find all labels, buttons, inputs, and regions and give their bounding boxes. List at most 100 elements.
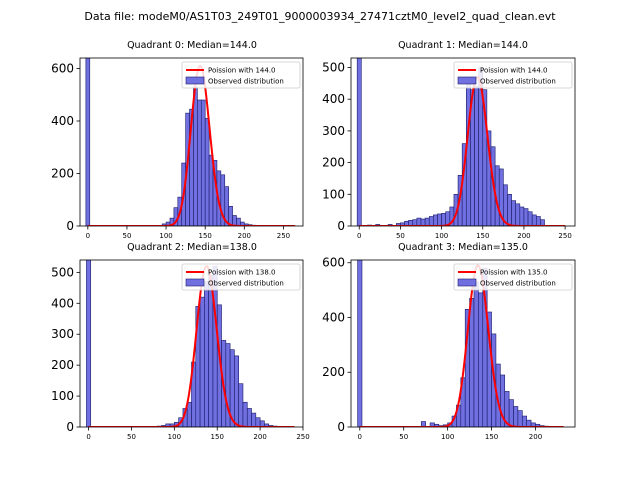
quadrant-2-title: Quadrant 2: Median=138.0: [127, 242, 257, 253]
quadrant-1-bar: [428, 216, 434, 226]
quadrant-2-bar: [234, 355, 239, 427]
quadrant-3-bar: [517, 410, 523, 427]
quadrant-0-ytick-label: 200: [51, 167, 74, 181]
quadrant-3-bar: [478, 292, 484, 427]
quadrant-1-bar: [416, 217, 422, 226]
quadrant-1-bar: [420, 218, 426, 226]
quadrant-3-ytick-label: 0: [337, 420, 345, 434]
quadrant-1-legend: [453, 61, 573, 89]
quadrant-3-ytick-label: 600: [322, 256, 345, 270]
quadrant-3-xtick-label: 50: [399, 433, 408, 441]
quadrant-2-ytick-label: 300: [51, 327, 74, 341]
quadrant-0-xtick-label: 250: [277, 232, 290, 240]
quadrant-1-poisson-line: [359, 76, 566, 226]
quadrant-2-poisson-line: [88, 265, 295, 427]
quadrant-1-ytick-label: 100: [322, 187, 345, 201]
quadrant-1-xtick-label: 100: [435, 232, 448, 240]
quadrant-2-legend-observed: Observed distribution: [208, 280, 284, 288]
quadrant-3-bar: [469, 298, 475, 427]
figure-suptitle: Data file: modeM0/AS1T03_249T01_90000039…: [84, 10, 556, 23]
quadrant-0-bar: [204, 118, 210, 226]
quadrant-2-ytick-label: 0: [66, 420, 74, 434]
quadrant-3-bar: [473, 281, 479, 427]
quadrant-0-poisson-line: [87, 64, 296, 226]
quadrant-3-xtick-label: 150: [485, 433, 498, 441]
quadrant-0-plot: Quadrant 0: Median=144.0 0 200 400 600 0 50 10…: [51, 40, 304, 240]
quadrant-1-xtick-label: 0: [357, 232, 361, 240]
quadrant-2-bar: [255, 417, 261, 427]
quadrant-0-xtick-label: 50: [122, 232, 131, 240]
quadrant-1-ytick-label: 200: [322, 156, 345, 170]
quadrant-2-legend-bar-swatch: [185, 278, 205, 287]
quadrant-0-xtick-label: 150: [199, 232, 212, 240]
quadrant-3-bar: [420, 421, 426, 427]
quadrant-1-bar: [474, 86, 479, 226]
quadrant-2-axes-frame: [79, 259, 304, 428]
quadrant-1-xtick-label: 150: [476, 232, 489, 240]
quadrant-2-ytick-label: 400: [51, 296, 74, 310]
quadrant-0-legend: [181, 61, 301, 89]
quadrant-1-bar: [507, 194, 512, 226]
quadrant-1-bar: [527, 211, 533, 226]
quadrant-1-bar: [515, 203, 521, 226]
quadrant-2-bar: [251, 412, 257, 427]
quadrant-0-ytick-label: 400: [51, 114, 74, 128]
quadrant-3-xtick-label: 200: [529, 433, 542, 441]
quadrant-2-ytick-label: 500: [51, 265, 74, 279]
quadrant-1-xtick-label: 200: [517, 232, 530, 240]
quadrant-0-ytick-label: 600: [51, 62, 74, 76]
quadrant-2-bar: [242, 401, 248, 427]
quadrant-1-bar: [535, 216, 541, 226]
quadrant-2-ytick-label: 200: [51, 358, 74, 372]
quadrant-2-xtick-label: 50: [127, 433, 136, 441]
quadrant-1-bar: [519, 206, 525, 226]
quadrant-1-plot: Quadrant 1: Median=144.0 0 100 200 300 400 50…: [322, 40, 576, 240]
quadrant-1-bar: [441, 213, 447, 226]
quadrant-3-bar: [513, 406, 519, 427]
quadrant-2-bar: [246, 408, 252, 427]
quadrant-2-bar-zero: [86, 260, 92, 427]
quadrant-1-bar: [424, 217, 430, 226]
quadrant-1-title: Quadrant 1: Median=144.0: [398, 40, 528, 51]
quadrant-1-bar: [531, 214, 537, 226]
quadrant-1-legend-observed: Observed distribution: [480, 78, 556, 86]
quadrant-3-bar: [508, 399, 514, 427]
quadrant-0-xtick-label: 200: [238, 232, 251, 240]
quadrant-0-bar: [200, 99, 206, 226]
quadrant-2-xtick-label: 0: [86, 433, 90, 441]
quadrant-3-title: Quadrant 3: Median=135.0: [398, 242, 528, 253]
quadrant-2-bar: [186, 401, 192, 427]
quadrant-3-ytick-label: 200: [322, 365, 345, 379]
quadrant-0-legend-poisson: Poission with 144.0: [208, 67, 276, 75]
quadrant-3-ytick-label: 400: [322, 310, 345, 324]
quadrant-0-title: Quadrant 0: Median=144.0: [127, 40, 257, 51]
quadrant-1-ytick-label: 500: [322, 61, 345, 75]
quadrant-1-bar: [523, 208, 529, 226]
quadrant-2-xtick-label: 250: [296, 433, 309, 441]
quadrant-2-xtick-label: 100: [168, 433, 181, 441]
quadrant-0-bar-zero: [85, 58, 91, 226]
quadrant-1-ytick-label: 0: [337, 219, 345, 233]
quadrant-3-legend-bar-swatch: [457, 278, 477, 287]
quadrant-3-bar-zero: [357, 260, 363, 427]
quadrant-0-bar: [193, 86, 198, 226]
quadrant-3-xtick-label: 100: [441, 433, 454, 441]
quadrant-3-poisson-line: [359, 264, 564, 427]
quadrant-1-axes-frame: [350, 57, 576, 227]
quadrant-3-legend: [453, 263, 573, 291]
quadrant-1-ytick-label: 300: [322, 124, 345, 138]
quadrant-1-legend-bar-swatch: [457, 76, 477, 85]
quadrant-3-bar: [526, 419, 532, 427]
quadrant-3-axes-frame: [350, 259, 576, 428]
quadrant-2-bar: [238, 383, 244, 427]
quadrant-0-ytick-label: 0: [66, 219, 74, 233]
quadrant-0-legend-bar-swatch: [185, 76, 205, 85]
quadrant-3-plot: Quadrant 3: Median=135.0 0 200 400 600 0 50 10…: [322, 242, 576, 441]
quadrant-1-ytick-label: 400: [322, 92, 345, 106]
quadrant-1-xtick-label: 50: [396, 232, 405, 240]
quadrant-3-xtick-label: 0: [358, 433, 362, 441]
quadrant-1-bar: [433, 214, 438, 226]
quadrant-3-legend-poisson: Poission with 135.0: [480, 269, 548, 277]
quadrant-1-xtick-label: 250: [558, 232, 571, 240]
